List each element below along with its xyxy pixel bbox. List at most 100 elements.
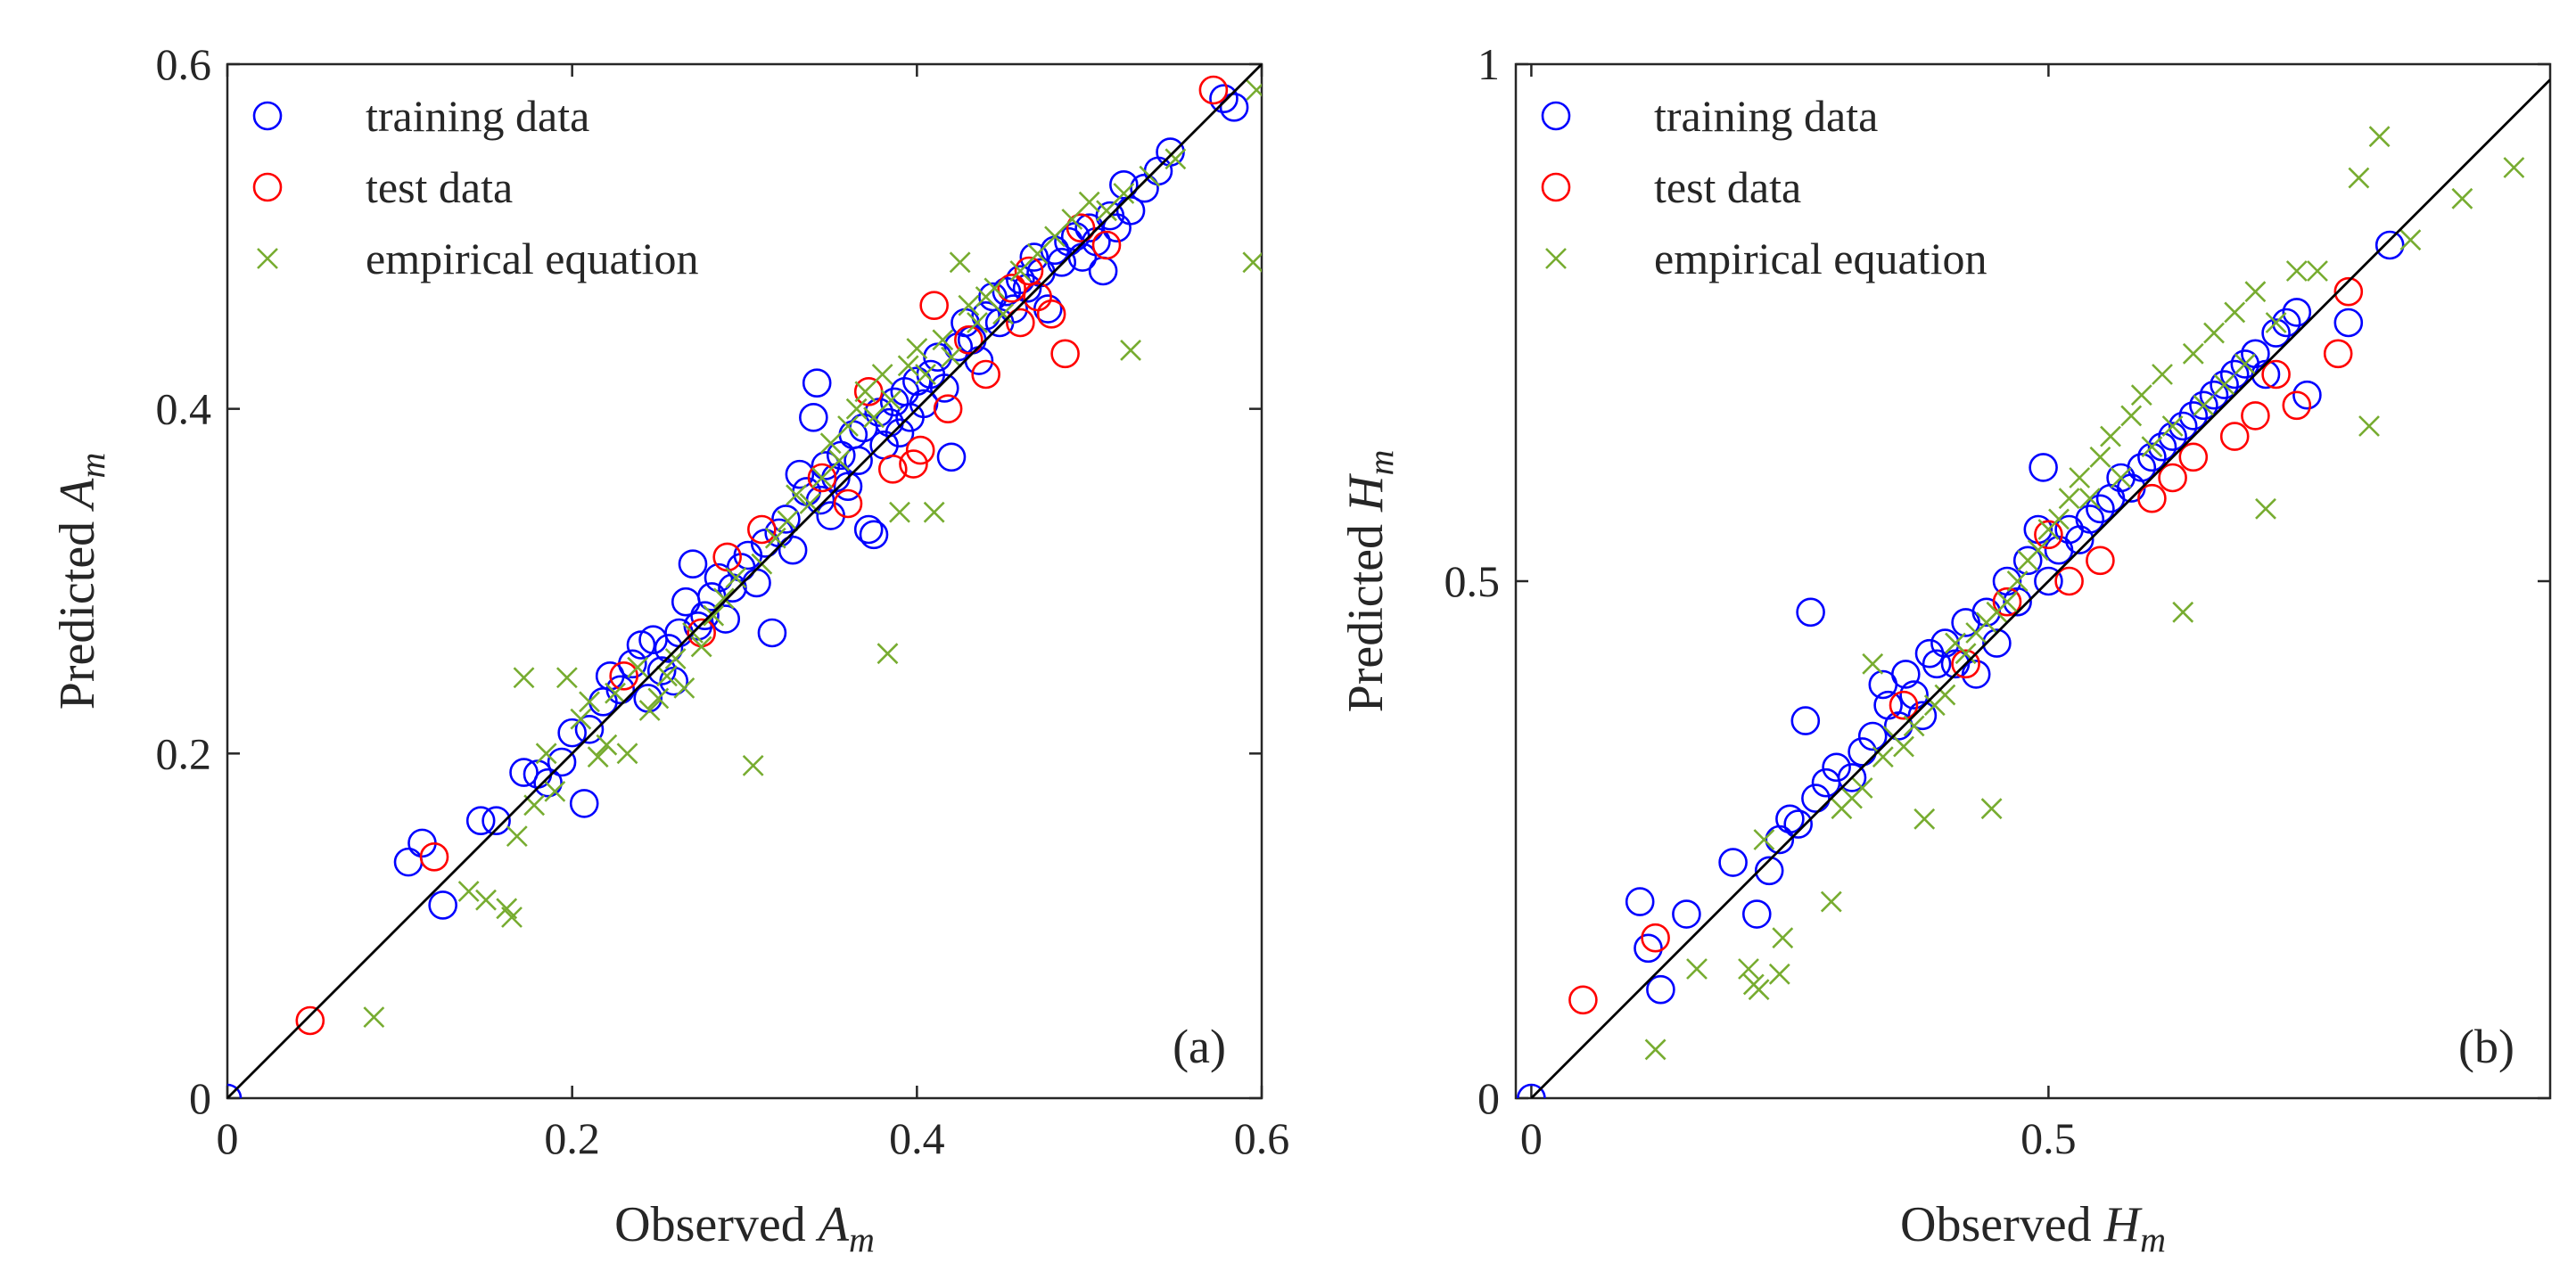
empirical-equation-point bbox=[579, 691, 600, 713]
training-data-point bbox=[2251, 359, 2281, 390]
legend-marker-training-data bbox=[1541, 101, 1571, 131]
empirical-equation-point bbox=[2006, 570, 2029, 592]
training-data-point bbox=[2003, 587, 2032, 617]
empirical-equation-point bbox=[1738, 958, 1759, 980]
test-data-point bbox=[1014, 256, 1044, 286]
training-data-point bbox=[909, 389, 939, 419]
y-axis-label: Predicted Hm bbox=[1338, 450, 1401, 713]
empirical-equation-point bbox=[845, 398, 868, 420]
test-data-point bbox=[1951, 649, 1980, 679]
empirical-equation-point bbox=[1980, 798, 2003, 820]
training-data-point bbox=[2147, 431, 2177, 462]
training-data-point bbox=[1982, 628, 2012, 658]
empirical-equation-point bbox=[1096, 200, 1117, 222]
test-data-point bbox=[919, 291, 949, 320]
test-data-point bbox=[2219, 422, 2250, 451]
training-data-point bbox=[2199, 380, 2229, 410]
empirical-equation-point bbox=[2141, 436, 2163, 458]
empirical-equation-point bbox=[1913, 808, 1936, 830]
y-axis-label-prefix: Predicted bbox=[1338, 512, 1394, 712]
training-data-point bbox=[1922, 649, 1952, 679]
training-data-point bbox=[1848, 737, 1877, 767]
empirical-equation-point bbox=[2399, 229, 2422, 251]
training-data-point bbox=[936, 442, 967, 472]
empirical-equation-point bbox=[742, 754, 764, 776]
y-axis-label-symbol: A bbox=[50, 478, 105, 513]
test-data-point bbox=[905, 435, 935, 465]
training-data-point bbox=[1672, 899, 1701, 929]
empirical-equation-point bbox=[544, 780, 566, 802]
test-data-point bbox=[2158, 463, 2187, 493]
empirical-equation-point bbox=[876, 643, 899, 665]
empirical-equation-point bbox=[2193, 394, 2215, 416]
training-data-point bbox=[2219, 359, 2250, 390]
x-tick-label: 0.4 bbox=[889, 1113, 945, 1163]
test-data-point bbox=[877, 455, 908, 484]
empirical-equation-point bbox=[1044, 226, 1066, 248]
training-data-point bbox=[1883, 711, 1913, 741]
x-tick-label: 0 bbox=[1520, 1113, 1543, 1163]
x-axis-label: Observed Am bbox=[614, 1197, 875, 1259]
series-empirical-equation bbox=[1644, 126, 2525, 1061]
training-data-point bbox=[2168, 411, 2198, 441]
training-data-point bbox=[711, 604, 741, 634]
data-layer bbox=[1517, 78, 2550, 1098]
empirical-equation-point bbox=[811, 467, 833, 488]
training-data-point bbox=[2210, 370, 2239, 399]
legend-marker-empirical-equation bbox=[1545, 248, 1567, 269]
x-tick-label: 0 bbox=[217, 1113, 239, 1163]
training-data-point bbox=[971, 300, 1000, 331]
training-data-point bbox=[678, 549, 708, 578]
training-data-point bbox=[799, 403, 828, 432]
training-data-point bbox=[1019, 242, 1049, 272]
empirical-equation-point bbox=[2152, 364, 2173, 385]
legend-marker-training-data bbox=[252, 101, 283, 131]
training-data-point bbox=[1625, 887, 1655, 916]
test-data-point bbox=[419, 842, 449, 872]
empirical-equation-point bbox=[673, 677, 695, 699]
empirical-equation-point bbox=[915, 364, 936, 385]
training-data-point bbox=[2374, 230, 2405, 260]
training-data-point bbox=[1741, 899, 1772, 929]
empirical-equation-point bbox=[1893, 735, 1914, 758]
empirical-equation-point bbox=[1903, 715, 1925, 737]
empirical-equation-point bbox=[1862, 652, 1884, 675]
test-data-point bbox=[1091, 230, 1122, 260]
empirical-equation-point bbox=[616, 743, 638, 765]
series-test-data bbox=[295, 75, 1229, 1036]
empirical-equation-point bbox=[786, 484, 807, 506]
empirical-equation-point bbox=[854, 381, 876, 403]
empirical-equation-point bbox=[1026, 242, 1049, 265]
training-data-point bbox=[2137, 442, 2167, 472]
training-data-point bbox=[428, 890, 457, 920]
training-data-point bbox=[690, 601, 720, 630]
training-data-point bbox=[1219, 93, 1249, 122]
training-data-point bbox=[859, 520, 889, 550]
empirical-equation-point bbox=[457, 881, 480, 902]
empirical-equation-point bbox=[2089, 446, 2111, 468]
reference-line bbox=[227, 64, 1262, 1098]
training-data-point bbox=[785, 459, 815, 489]
y-tick-label: 1 bbox=[1477, 39, 1500, 89]
training-data-point bbox=[853, 514, 884, 545]
training-data-point bbox=[1783, 809, 1813, 839]
test-data-point bbox=[2241, 401, 2270, 431]
empirical-equation-point bbox=[605, 682, 626, 704]
x-tick-label: 0.2 bbox=[544, 1113, 600, 1163]
test-data-point bbox=[2086, 546, 2115, 576]
empirical-equation-point bbox=[2161, 415, 2184, 437]
empirical-equation-point bbox=[2307, 260, 2328, 282]
training-data-point bbox=[547, 747, 577, 777]
y-tick-label: 0.6 bbox=[156, 39, 212, 89]
empirical-equation-point bbox=[2069, 467, 2091, 488]
empirical-equation-point bbox=[2120, 405, 2143, 427]
training-data-point bbox=[2292, 380, 2322, 410]
empirical-equation-point bbox=[2285, 260, 2308, 282]
empirical-equation-point bbox=[1120, 340, 1141, 361]
x-axis-label-prefix: Observed bbox=[1900, 1197, 2104, 1252]
test-data-point bbox=[2054, 566, 2084, 596]
training-data-point bbox=[999, 294, 1028, 324]
empirical-equation-point bbox=[1165, 148, 1187, 170]
empirical-equation-point bbox=[1768, 963, 1790, 985]
empirical-equation-point bbox=[992, 303, 1014, 325]
